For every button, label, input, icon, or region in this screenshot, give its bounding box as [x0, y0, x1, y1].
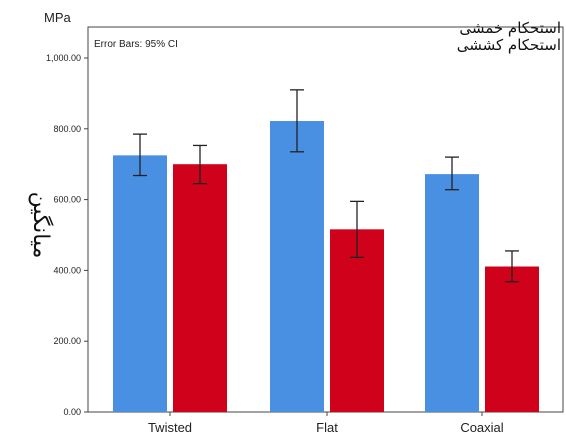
legend-entry-series-1: استحکام خمشی — [459, 19, 561, 37]
bar — [270, 121, 324, 413]
x-tick-label: Coaxial — [460, 420, 503, 435]
y-unit-label: MPa — [44, 10, 72, 25]
y-tick-label: 600.00 — [53, 195, 81, 205]
y-tick-label: 0.00 — [63, 407, 81, 417]
y-axis: 0.00 200.00 400.00 600.00 800.00 1,000.00 — [46, 53, 88, 417]
bars — [113, 121, 539, 413]
legend-entry-series-2: استحکام کششی — [457, 36, 561, 54]
error-bars — [133, 89, 519, 283]
plot-frame — [87, 26, 564, 413]
y-tick-label: 1,000.00 — [46, 53, 81, 63]
bar — [425, 174, 479, 412]
x-tick-label: Flat — [316, 420, 338, 435]
x-axis: Twisted Flat Coaxial — [148, 412, 504, 435]
bar — [113, 155, 167, 412]
bar — [173, 164, 227, 412]
y-tick-label: 400.00 — [53, 265, 81, 275]
x-tick-label: Twisted — [148, 420, 192, 435]
y-tick-label: 800.00 — [53, 124, 81, 134]
bar — [330, 229, 384, 412]
legend: استحکام خمشی استحکام کششی — [457, 19, 561, 54]
y-tick-label: 200.00 — [53, 336, 81, 346]
error-bars-note: Error Bars: 95% CI — [94, 39, 178, 50]
bar — [485, 266, 539, 412]
y-axis-label: میانگین — [28, 192, 54, 259]
